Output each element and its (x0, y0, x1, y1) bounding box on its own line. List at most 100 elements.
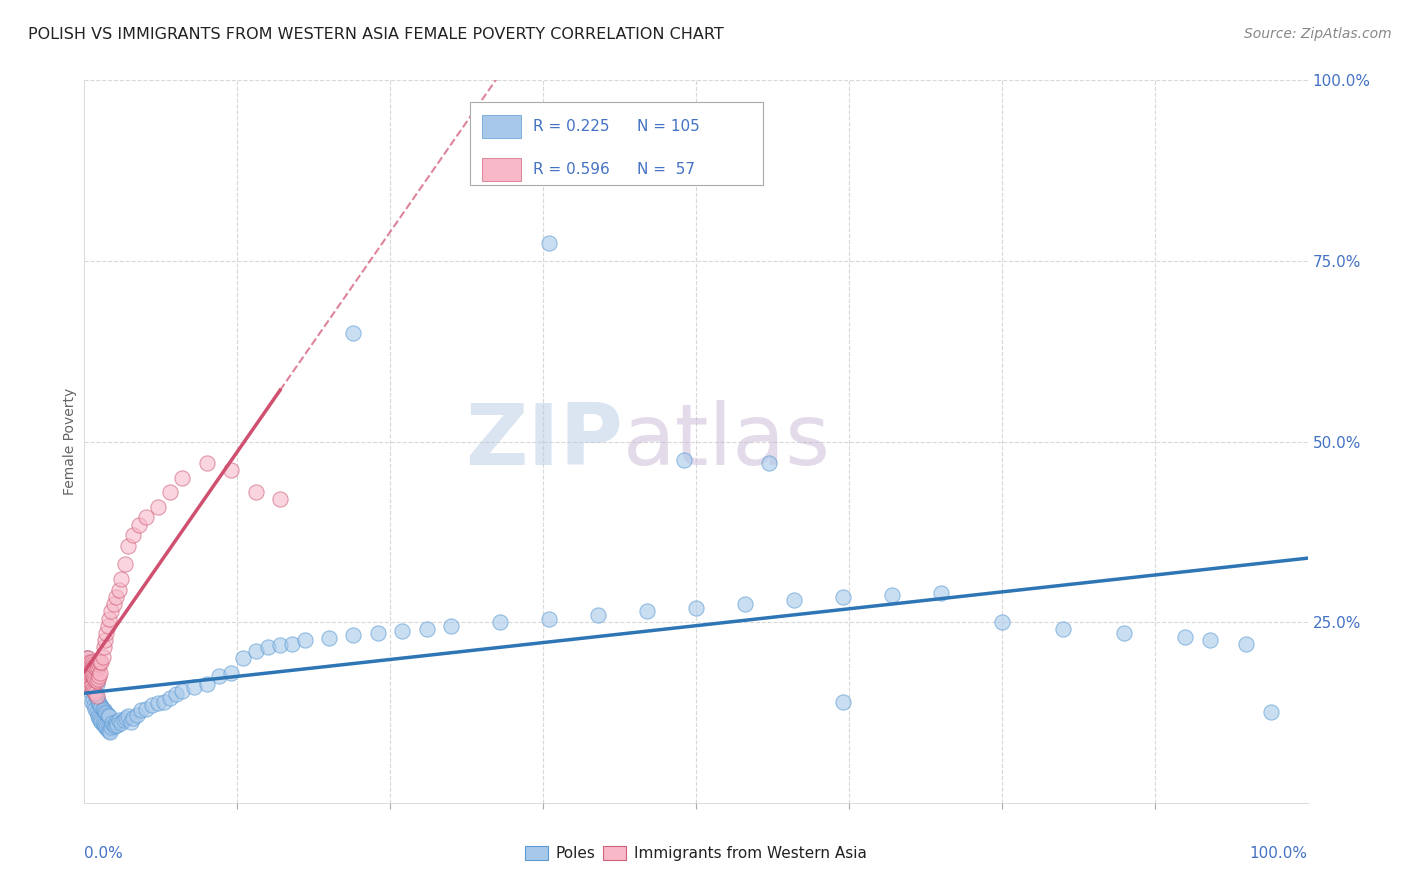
Point (80, 695, 103, 709)
Point (83, 671, 105, 685)
Point (80, 679, 103, 693)
Point (97, 619, 120, 633)
Point (135, 702, 157, 716)
Point (105, 590, 128, 604)
Point (122, 710, 145, 724)
Point (94, 633, 117, 648)
Point (89, 655, 111, 669)
Point (84, 702, 107, 716)
Point (107, 713, 129, 727)
Point (391, 624, 413, 638)
Point (87, 710, 110, 724)
FancyBboxPatch shape (482, 115, 522, 138)
Point (440, 619, 463, 633)
Point (97, 611, 120, 625)
Point (77, 651, 100, 665)
Point (79, 655, 101, 669)
Point (1198, 633, 1220, 648)
Point (172, 470, 194, 484)
Point (101, 716, 124, 731)
Point (87, 695, 110, 709)
Point (77, 676, 100, 690)
FancyBboxPatch shape (470, 102, 763, 185)
Point (117, 709, 139, 723)
Point (1174, 630, 1197, 644)
Point (97, 723, 120, 738)
Point (245, 644, 267, 658)
Point (79, 683, 101, 698)
Point (77, 673, 100, 687)
Point (135, 510, 157, 524)
Point (125, 707, 148, 722)
Point (86, 691, 108, 706)
Point (84, 673, 107, 687)
Point (110, 572, 132, 586)
Point (165, 687, 187, 701)
Text: Source: ZipAtlas.com: Source: ZipAtlas.com (1244, 27, 1392, 41)
Point (100, 720, 122, 734)
Point (83, 683, 105, 698)
Point (269, 492, 291, 507)
Point (91, 649, 114, 664)
Point (104, 719, 127, 733)
Point (79, 680, 101, 694)
Point (86, 676, 108, 690)
Point (991, 615, 1014, 630)
Point (91, 702, 114, 716)
Point (129, 703, 152, 717)
Point (79, 655, 101, 669)
Point (87, 696, 110, 710)
Point (734, 597, 756, 611)
Point (489, 615, 512, 630)
Point (90, 655, 112, 669)
Point (89, 698, 111, 713)
Point (114, 558, 136, 572)
Point (96, 706, 118, 721)
Text: atlas: atlas (623, 400, 831, 483)
Text: N =  57: N = 57 (637, 161, 695, 177)
Point (783, 593, 806, 607)
Point (159, 485, 181, 500)
Point (342, 628, 364, 642)
Point (90, 714, 112, 729)
Point (76, 651, 98, 665)
Text: R = 0.225: R = 0.225 (533, 119, 610, 134)
Point (93, 718, 115, 732)
Point (82, 669, 104, 683)
Point (83, 698, 105, 713)
Point (120, 714, 142, 729)
Point (98, 725, 121, 739)
Point (80, 655, 103, 669)
Y-axis label: Female Poverty: Female Poverty (63, 388, 77, 495)
Text: 100.0%: 100.0% (1250, 847, 1308, 861)
Point (100, 604, 122, 618)
Point (146, 696, 169, 710)
Point (77, 662, 100, 676)
Point (141, 698, 163, 713)
Point (103, 718, 125, 732)
Point (159, 691, 181, 706)
Point (87, 669, 110, 683)
Point (1236, 637, 1258, 651)
Text: N = 105: N = 105 (637, 119, 700, 134)
Point (75, 669, 97, 683)
Point (538, 235, 561, 250)
Point (87, 657, 110, 671)
Point (831, 590, 853, 604)
Point (183, 680, 205, 694)
Point (87, 660, 110, 674)
Point (103, 597, 125, 611)
Point (86, 689, 108, 703)
Point (146, 500, 169, 514)
Point (77, 676, 100, 690)
Point (84, 673, 107, 687)
Text: 0.0%: 0.0% (84, 847, 124, 861)
Point (367, 626, 389, 640)
Point (269, 638, 291, 652)
Point (586, 607, 609, 622)
Point (80, 667, 103, 681)
Point (86, 662, 108, 676)
Point (83, 658, 105, 673)
Point (1260, 706, 1282, 720)
Point (195, 456, 218, 470)
